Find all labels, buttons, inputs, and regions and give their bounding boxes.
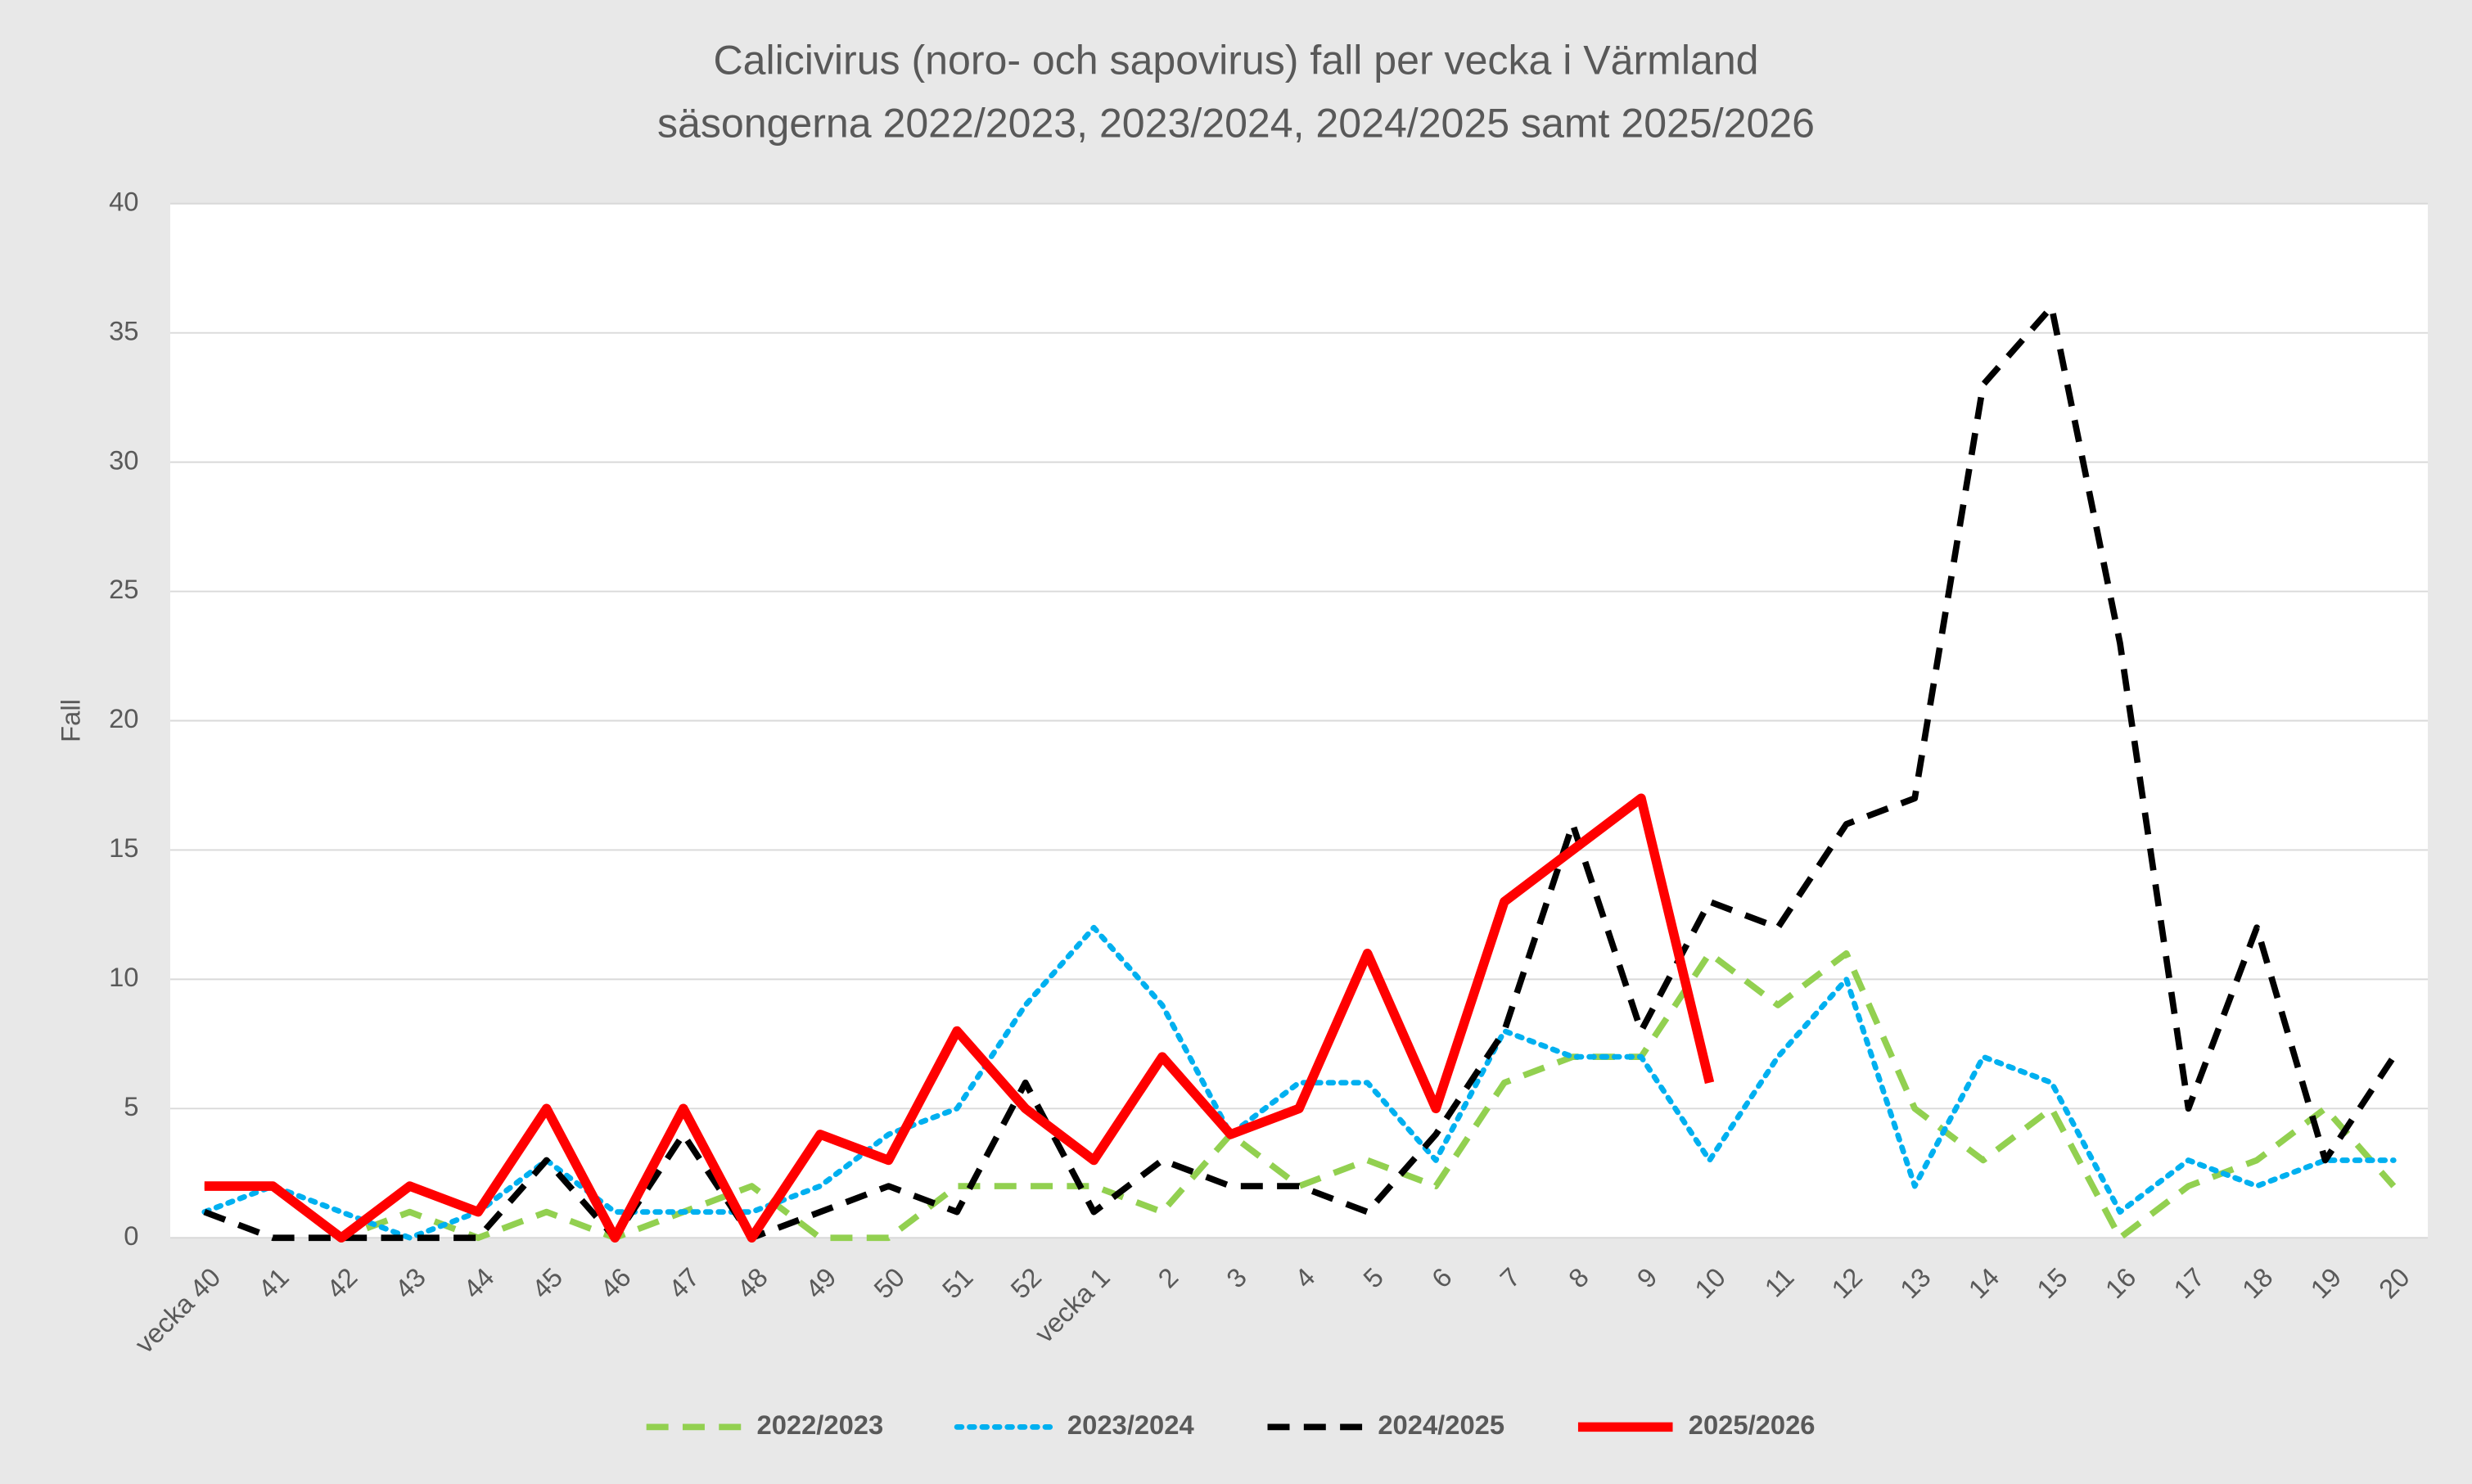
chart-subtitle: säsongerna 2022/2023, 2023/2024, 2024/20… xyxy=(657,101,1815,147)
y-tick-label: 40 xyxy=(109,186,138,216)
y-tick-label: 5 xyxy=(124,1091,138,1121)
legend-label: 2024/2025 xyxy=(1378,1410,1504,1440)
chart-title: Calicivirus (noro- och sapovirus) fall p… xyxy=(713,38,1758,83)
y-axis-title: Fall xyxy=(55,699,85,742)
y-tick-label: 10 xyxy=(109,962,138,992)
series-line xyxy=(204,949,2397,1242)
y-tick-label: 0 xyxy=(124,1220,138,1251)
y-tick-label: 15 xyxy=(109,832,138,863)
y-tick-label: 30 xyxy=(109,444,138,475)
y-tick-label: 20 xyxy=(109,703,138,733)
series-line xyxy=(201,924,2397,1241)
series-line xyxy=(203,304,2397,1242)
legend-label: 2025/2026 xyxy=(1689,1410,1816,1440)
y-tick-label: 35 xyxy=(109,315,138,345)
series-line xyxy=(204,793,1715,1243)
legend-label: 2022/2023 xyxy=(756,1410,883,1440)
y-tick-label: 25 xyxy=(109,574,138,604)
legend-label: 2023/2024 xyxy=(1067,1410,1195,1440)
